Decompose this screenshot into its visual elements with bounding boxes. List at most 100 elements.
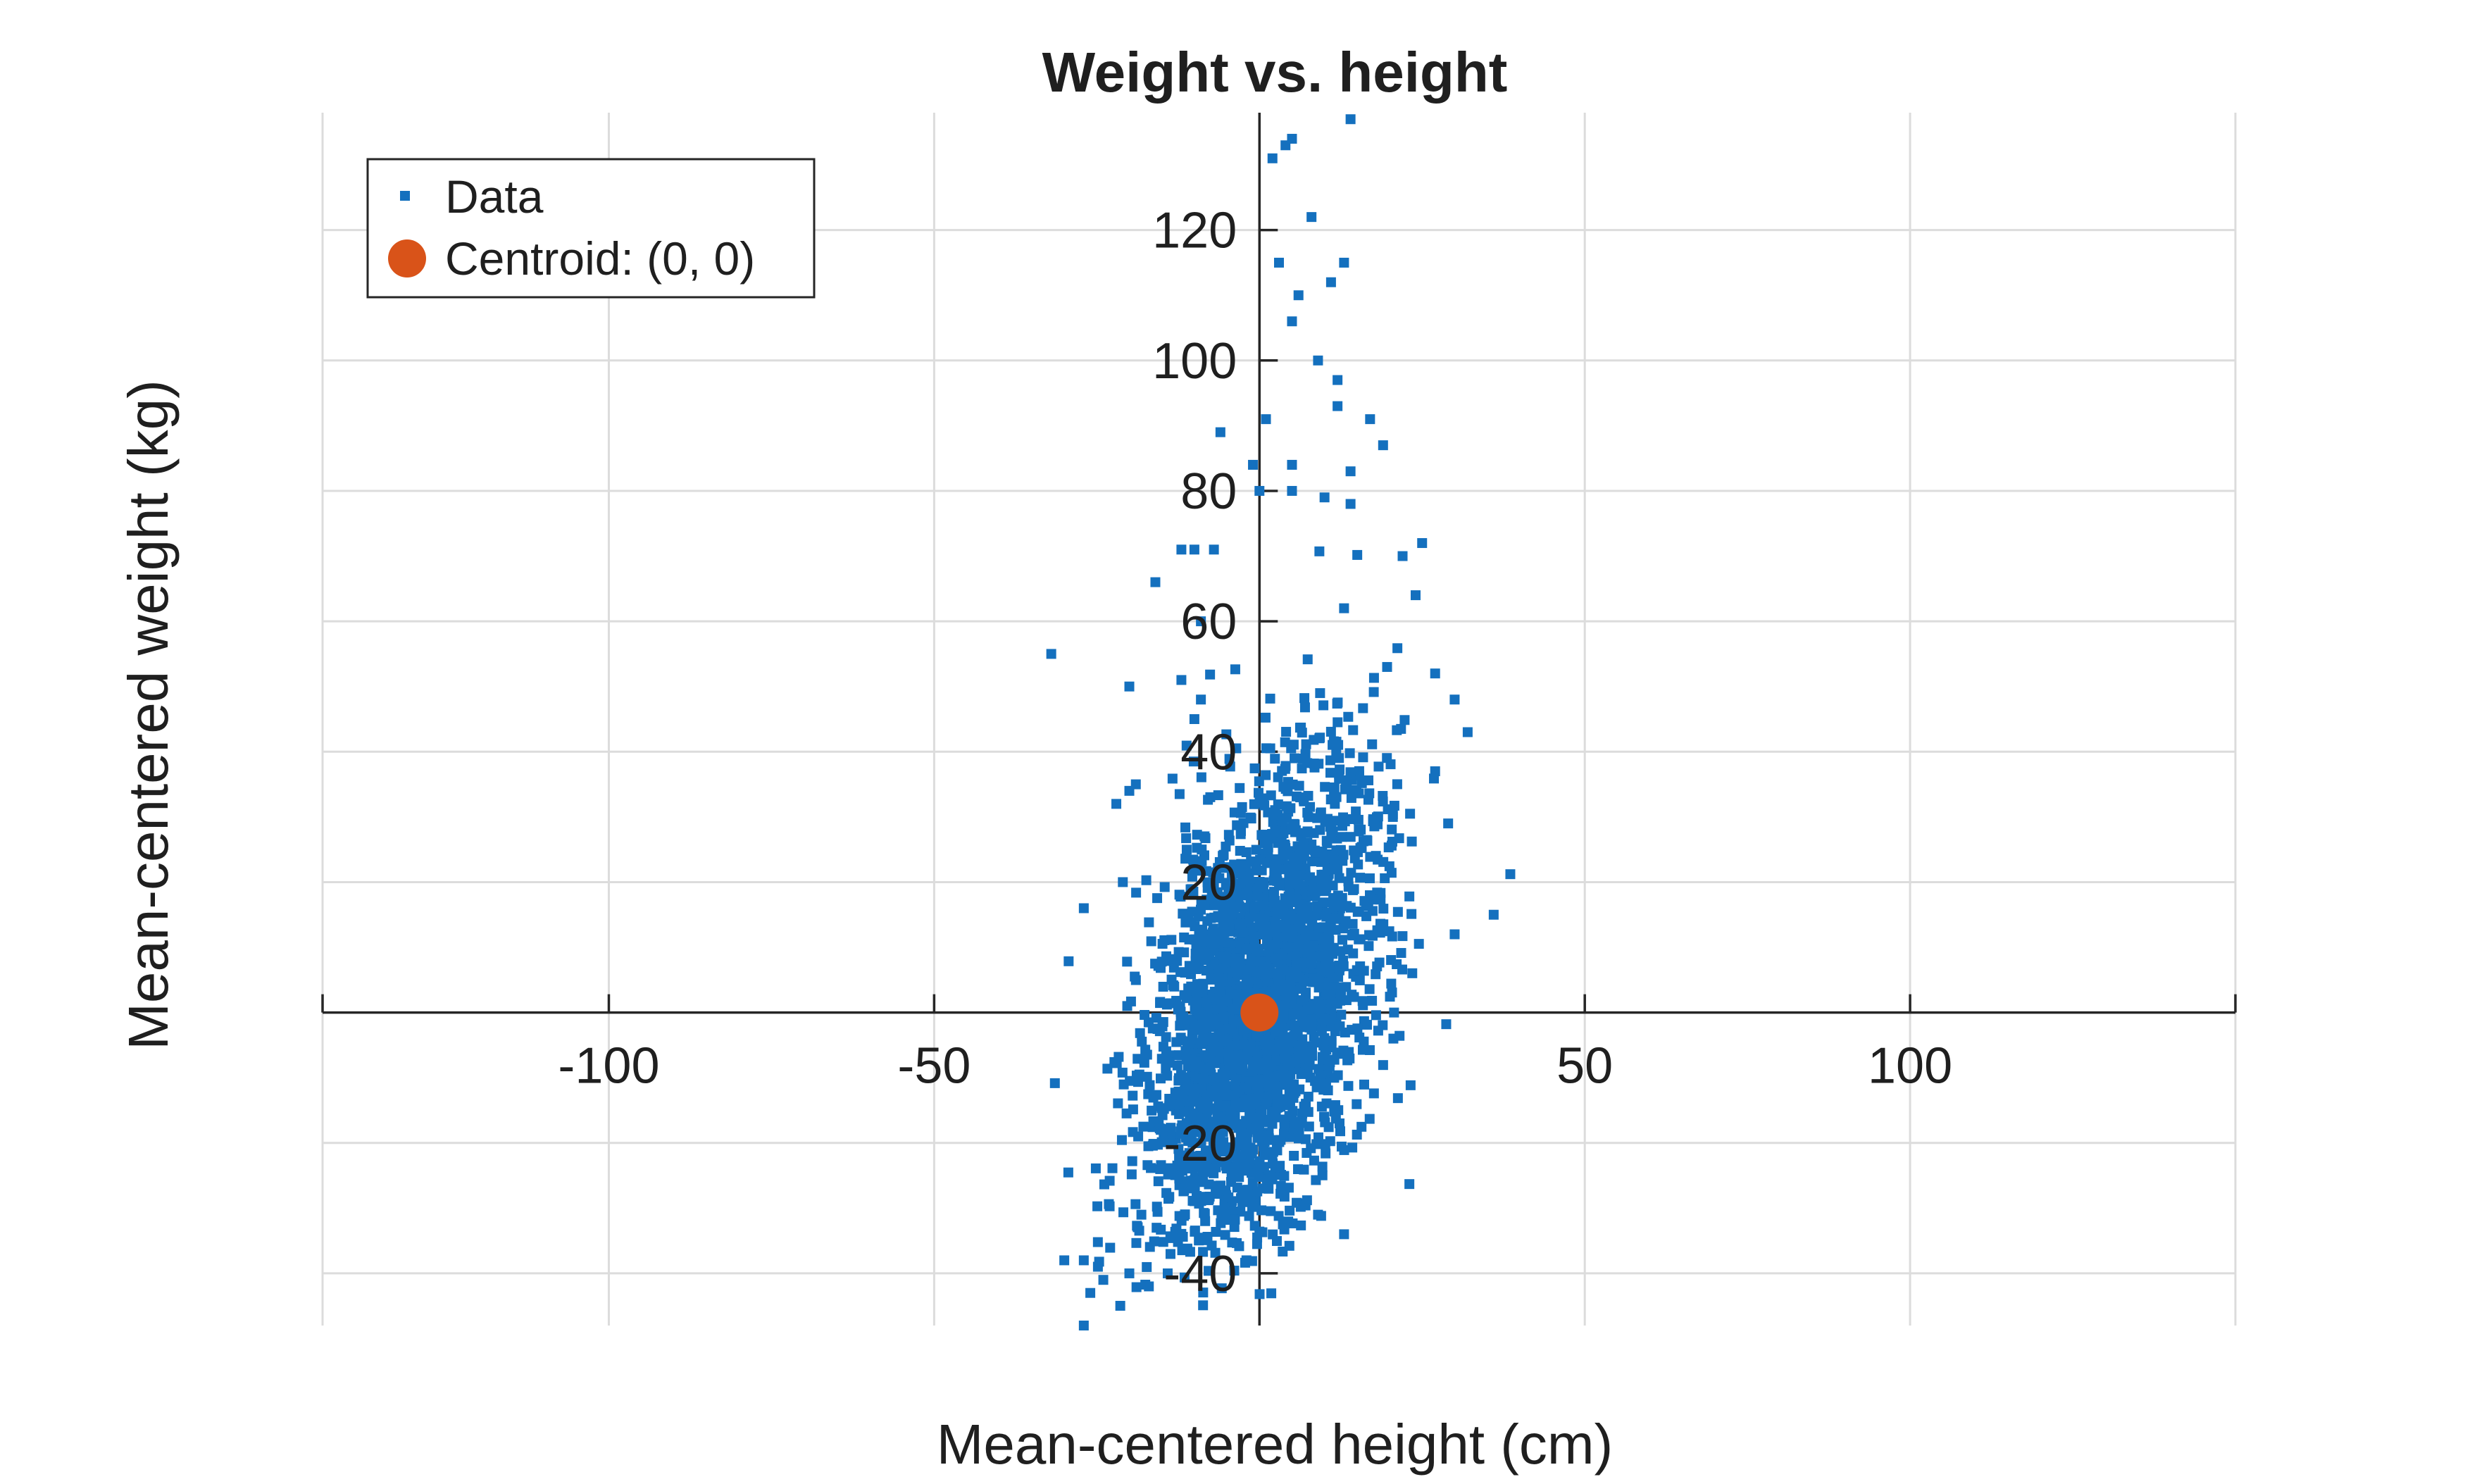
data-point [1268, 1147, 1278, 1157]
data-point [1140, 1279, 1151, 1290]
data-point [1232, 890, 1242, 901]
data-point [1313, 1132, 1323, 1142]
data-point [1316, 965, 1327, 975]
data-point [1283, 1183, 1294, 1193]
data-point [1137, 1036, 1147, 1047]
data-point [1201, 1035, 1211, 1045]
data-point [1126, 1169, 1137, 1180]
data-point [1144, 1242, 1155, 1252]
data-point [1206, 934, 1216, 944]
data-point [1306, 1014, 1317, 1025]
data-point [1313, 759, 1324, 769]
data-point [1331, 982, 1342, 992]
data-point [1462, 727, 1473, 737]
legend-centroid-marker [388, 239, 426, 278]
data-point [1318, 700, 1329, 711]
data-point [1378, 904, 1389, 914]
data-point [1311, 910, 1321, 921]
data-point [1197, 1025, 1207, 1035]
data-point [1335, 1118, 1345, 1128]
data-point [1321, 911, 1332, 922]
data-point [1252, 891, 1263, 902]
data-point [1342, 1055, 1353, 1066]
data-point [1289, 1118, 1299, 1128]
data-point [1158, 1237, 1168, 1247]
data-point [1163, 1169, 1173, 1180]
data-point [1128, 1090, 1138, 1101]
data-point [1234, 937, 1244, 948]
data-point [1345, 902, 1356, 913]
data-point [1336, 1141, 1347, 1152]
data-point [1354, 766, 1364, 776]
data-point [1128, 1104, 1138, 1115]
data-point [1294, 780, 1304, 791]
y-tick-label: 60 [1180, 594, 1237, 650]
data-point [1313, 1064, 1324, 1074]
data-point [1319, 1111, 1330, 1122]
data-point [1333, 401, 1343, 411]
data-point [1321, 989, 1332, 999]
data-point [1406, 836, 1417, 847]
y-axis-label: Mean-centered weight (kg) [117, 380, 180, 1050]
data-point [1246, 1094, 1256, 1104]
data-point [1394, 833, 1404, 844]
data-point [1333, 717, 1343, 728]
data-point [1118, 877, 1128, 887]
legend-data-marker [400, 191, 410, 201]
data-point [1131, 1237, 1142, 1248]
data-point [1222, 996, 1232, 1006]
data-point [1147, 1105, 1157, 1116]
data-point [1209, 899, 1220, 909]
data-point [1294, 1127, 1304, 1137]
data-point [1146, 936, 1156, 947]
data-point [1155, 1164, 1166, 1174]
data-point [1179, 1211, 1190, 1221]
data-point [1332, 1047, 1342, 1058]
data-point [1242, 1192, 1252, 1203]
data-point [1221, 1100, 1231, 1111]
data-point [1127, 1156, 1137, 1166]
legend-data-label: Data [445, 170, 544, 223]
data-point [1325, 1136, 1335, 1147]
data-point [1141, 875, 1152, 885]
data-point [1318, 1052, 1328, 1062]
data-point [1318, 934, 1328, 944]
data-point [1297, 728, 1307, 738]
data-point [1173, 1073, 1184, 1083]
data-point [1256, 1205, 1267, 1216]
data-point [1348, 785, 1359, 795]
data-point [1279, 1121, 1290, 1132]
data-point [1346, 792, 1356, 803]
data-point [1371, 969, 1381, 980]
data-point [1308, 885, 1318, 896]
data-point [1333, 864, 1343, 875]
data-point [1406, 909, 1417, 919]
data-point [1232, 1120, 1243, 1130]
data-point [1407, 968, 1418, 978]
data-point [1272, 907, 1283, 918]
data-point [1269, 1071, 1280, 1082]
data-point [1293, 918, 1304, 928]
data-point [1344, 748, 1355, 759]
data-point [1335, 1021, 1345, 1032]
data-point [1388, 1033, 1399, 1044]
data-point [1229, 907, 1240, 918]
data-point [1169, 981, 1180, 992]
data-point [1297, 1108, 1308, 1118]
data-point [1254, 1074, 1264, 1085]
centroid-point [1240, 993, 1279, 1032]
data-point [1341, 995, 1352, 1006]
data-point [1340, 784, 1350, 794]
data-point [1389, 1007, 1399, 1018]
data-point [1156, 1054, 1167, 1064]
data-point [1249, 763, 1260, 773]
data-point [1270, 754, 1280, 764]
data-point [1335, 764, 1345, 775]
data-point [1152, 893, 1163, 904]
data-point [1225, 898, 1236, 909]
x-tick-label: -100 [558, 1038, 659, 1095]
data-point [1278, 1219, 1288, 1230]
data-point [1339, 1229, 1349, 1240]
data-point [1311, 1175, 1321, 1185]
